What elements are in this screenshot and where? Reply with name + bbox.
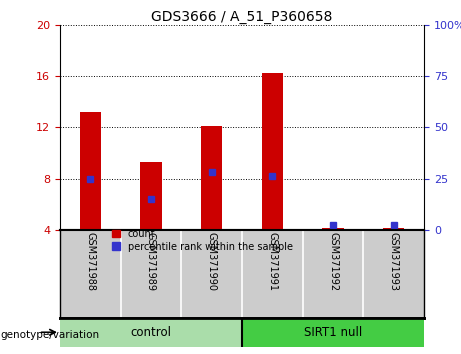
Text: GSM371989: GSM371989 (146, 233, 156, 291)
Legend: count, percentile rank within the sample: count, percentile rank within the sample (112, 229, 293, 252)
Text: SIRT1 null: SIRT1 null (304, 326, 362, 339)
Text: GSM371993: GSM371993 (389, 233, 399, 291)
Bar (140, 162, 162, 230)
Text: genotype/variation: genotype/variation (0, 330, 99, 339)
Text: GSM371988: GSM371988 (85, 233, 95, 291)
Title: GDS3666 / A_51_P360658: GDS3666 / A_51_P360658 (151, 10, 333, 24)
Text: control: control (130, 326, 171, 339)
Bar (242, 318, 424, 347)
Bar (60, 318, 242, 347)
Bar (383, 228, 404, 230)
Bar (322, 228, 344, 230)
Text: GSM371992: GSM371992 (328, 233, 338, 292)
Bar (262, 74, 283, 230)
Text: GSM371990: GSM371990 (207, 233, 217, 291)
Bar (80, 112, 101, 230)
Bar (201, 126, 222, 230)
Text: GSM371991: GSM371991 (267, 233, 278, 291)
